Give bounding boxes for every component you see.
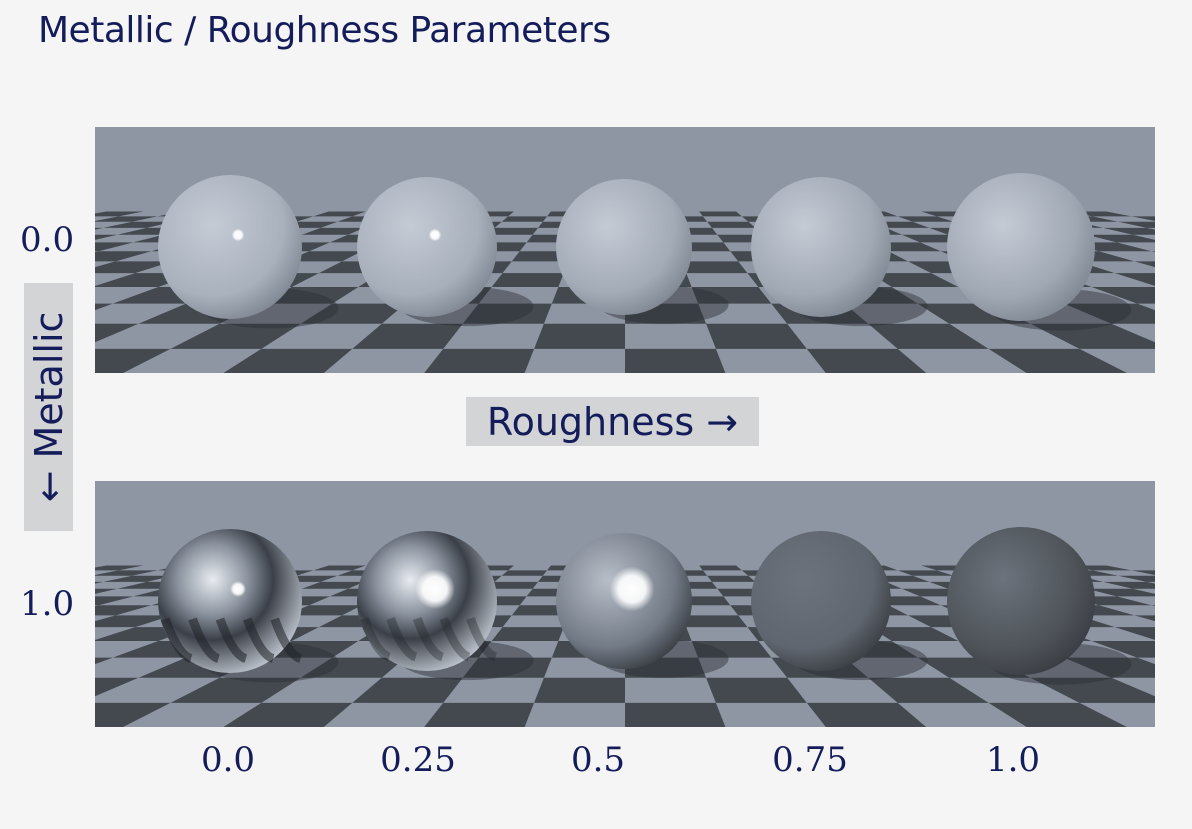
metal-sphere-4 — [947, 527, 1095, 675]
roughness-value-2: 0.5 — [570, 740, 626, 780]
specular-highlight — [230, 581, 246, 597]
sphere-reflection — [160, 617, 303, 663]
specular-highlight — [415, 569, 455, 609]
dielectric-spheres-scene — [95, 127, 1155, 373]
metallic-value-0: 0.0 — [20, 220, 75, 260]
dielectric-sphere-1 — [357, 177, 497, 317]
roughness-value-3: 0.75 — [772, 740, 848, 780]
dielectric-sphere-2 — [556, 179, 692, 315]
roughness-value-1: 0.25 — [380, 740, 456, 780]
roughness-value-0: 0.0 — [200, 740, 256, 780]
metal-spheres-scene — [95, 481, 1155, 727]
metal-render-panel — [95, 481, 1155, 727]
dielectric-render-panel — [95, 127, 1155, 373]
metal-sphere-3 — [751, 531, 891, 671]
metal-sphere-0 — [158, 529, 302, 673]
metallic-axis-label: ← Metallic — [24, 283, 73, 531]
page-title: Metallic / Roughness Parameters — [38, 10, 611, 51]
specular-highlight — [609, 566, 655, 612]
sphere-reflection — [359, 616, 498, 662]
specular-highlight — [428, 228, 442, 242]
dielectric-sphere-4 — [947, 173, 1095, 321]
dielectric-sphere-3 — [751, 177, 891, 317]
roughness-value-4: 1.0 — [985, 740, 1041, 780]
metallic-value-1: 1.0 — [20, 584, 75, 624]
dielectric-sphere-0 — [158, 175, 302, 319]
specular-highlight — [231, 228, 245, 242]
metallic-axis-text: ← Metallic — [26, 311, 71, 503]
roughness-axis-label: Roughness → — [466, 397, 759, 446]
